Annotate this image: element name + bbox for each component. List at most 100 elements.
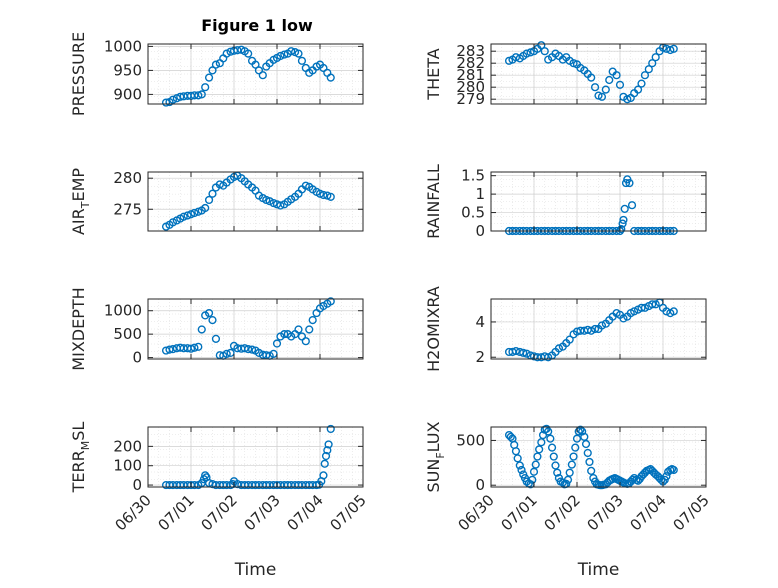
data-point [644,65,653,74]
y-tick-label: 275 [113,200,142,218]
data-point [254,66,264,75]
y-tick-label: 282 [456,54,485,72]
data-point [618,219,627,228]
data-point [648,59,657,68]
data-point [601,85,610,94]
data-point [580,432,589,441]
y-tick-label: 0 [132,476,142,494]
y-axis-label-main: TERR [69,450,88,493]
data-point [323,446,332,455]
data-point [517,465,526,475]
data-point [620,204,629,213]
data-point [190,343,199,352]
data-point [204,195,214,205]
data-point [506,432,515,441]
data-point [537,438,546,447]
data-point [165,345,174,354]
data-point [326,297,335,306]
y-tick-label: 1000 [104,37,142,55]
y-axis-label-main: SUN [424,459,443,493]
data-point [537,41,546,50]
data-point [587,73,596,82]
data-point [669,465,678,475]
data-point [651,300,660,309]
y-tick-label: 4 [475,313,485,331]
y-axis-label: H2OMIXRA [424,286,443,372]
series-air-temp [161,171,335,231]
y-tick-label: 0.5 [461,204,485,222]
data-point [511,346,521,356]
y-tick-label: 280 [456,78,485,96]
data-point [540,47,549,56]
data-point [208,189,217,198]
axes-box [490,426,707,488]
data-point [319,471,328,480]
data-point [627,201,637,210]
data-point [621,178,631,188]
data-point [511,447,521,456]
data-point [522,49,531,58]
panel-rainfall: 00.511.5 RAINFALL [424,164,707,240]
data-point [297,56,307,65]
x-axis-label: Time [234,560,277,580]
data-point [201,83,210,92]
data-point [194,91,203,100]
y-axis-label-subscript: F [434,452,447,458]
y-tick-label: 900 [113,85,142,103]
data-point [208,66,217,75]
data-point [640,71,650,80]
data-point [662,472,671,481]
y-tick-label: 0 [475,222,485,240]
y-tick-label: 0 [475,476,485,494]
axes-box [490,43,707,105]
y-tick-label: 500 [456,431,485,449]
data-point [319,63,328,73]
data-point [597,92,607,101]
axes-box [147,43,364,105]
data-point [572,434,582,443]
data-point [204,73,214,82]
data-point [197,325,206,334]
y-axis-label: RAINFALL [424,164,443,239]
y-axis-label-subscript: M [79,441,92,451]
data-point [612,71,621,80]
data-point [161,98,171,107]
y-tick-label: 200 [113,437,142,455]
y-tick-label: 280 [113,169,142,187]
data-point [551,461,560,470]
data-point [258,71,267,80]
data-point [569,452,578,461]
data-point [321,451,331,461]
y-axis-label-rest: LUX [424,421,443,452]
y-axis-label: AIRTEMP [69,168,92,235]
data-point [565,335,574,344]
y-tick-label: 0 [132,349,142,367]
data-point [515,461,524,470]
y-axis-label: TERRMSL [69,422,92,494]
panel-pressure: 900 950 1000 PRESSURE [69,32,364,116]
data-point [625,178,634,188]
x-axis-label: Time [577,560,620,580]
data-point [587,466,596,475]
data-point [571,443,580,452]
axes-box [490,171,707,232]
data-point [204,308,214,318]
data-point [648,300,657,309]
data-point [294,49,303,58]
data-point [301,337,310,346]
data-point [280,50,289,59]
y-axis-label: THETA [424,48,443,100]
y-axis-label: SUNFLUX [424,421,447,492]
data-point [544,427,553,436]
data-point [269,349,278,358]
data-point [669,307,678,316]
y-tick-label: 283 [456,42,485,60]
data-point [581,439,591,449]
y-tick-label: 500 [113,325,142,343]
data-point [319,190,328,200]
data-point [563,475,573,484]
data-point [531,460,540,469]
data-point [522,349,531,358]
data-point [186,344,196,353]
data-point [265,197,274,206]
